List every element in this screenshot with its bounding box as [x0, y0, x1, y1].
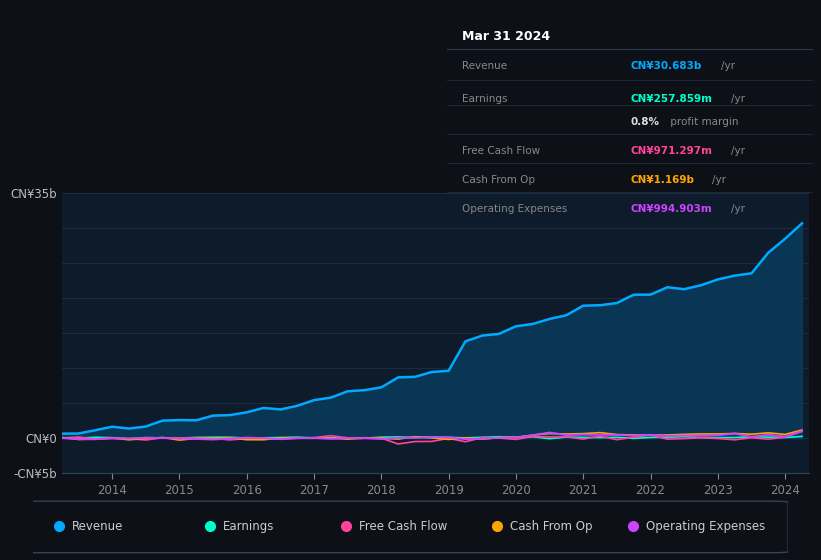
Text: Cash From Op: Cash From Op	[510, 520, 593, 533]
Text: /yr: /yr	[731, 94, 745, 104]
Text: Revenue: Revenue	[72, 520, 123, 533]
Text: Operating Expenses: Operating Expenses	[646, 520, 765, 533]
FancyBboxPatch shape	[18, 501, 788, 553]
Text: profit margin: profit margin	[667, 118, 738, 128]
Text: CN¥257.859m: CN¥257.859m	[631, 94, 712, 104]
Text: Free Cash Flow: Free Cash Flow	[359, 520, 447, 533]
Text: 0.8%: 0.8%	[631, 118, 659, 128]
Text: /yr: /yr	[731, 146, 745, 156]
Text: Operating Expenses: Operating Expenses	[462, 204, 567, 214]
Text: Earnings: Earnings	[223, 520, 274, 533]
Text: Earnings: Earnings	[462, 94, 507, 104]
Text: CN¥1.169b: CN¥1.169b	[631, 175, 694, 185]
Text: /yr: /yr	[713, 175, 727, 185]
Text: Cash From Op: Cash From Op	[462, 175, 535, 185]
Text: /yr: /yr	[722, 61, 736, 71]
Text: Revenue: Revenue	[462, 61, 507, 71]
Text: CN¥971.297m: CN¥971.297m	[631, 146, 712, 156]
Text: CN¥30.683b: CN¥30.683b	[631, 61, 701, 71]
Text: /yr: /yr	[731, 204, 745, 214]
Text: Mar 31 2024: Mar 31 2024	[462, 30, 550, 43]
Text: Free Cash Flow: Free Cash Flow	[462, 146, 540, 156]
Text: CN¥994.903m: CN¥994.903m	[631, 204, 712, 214]
